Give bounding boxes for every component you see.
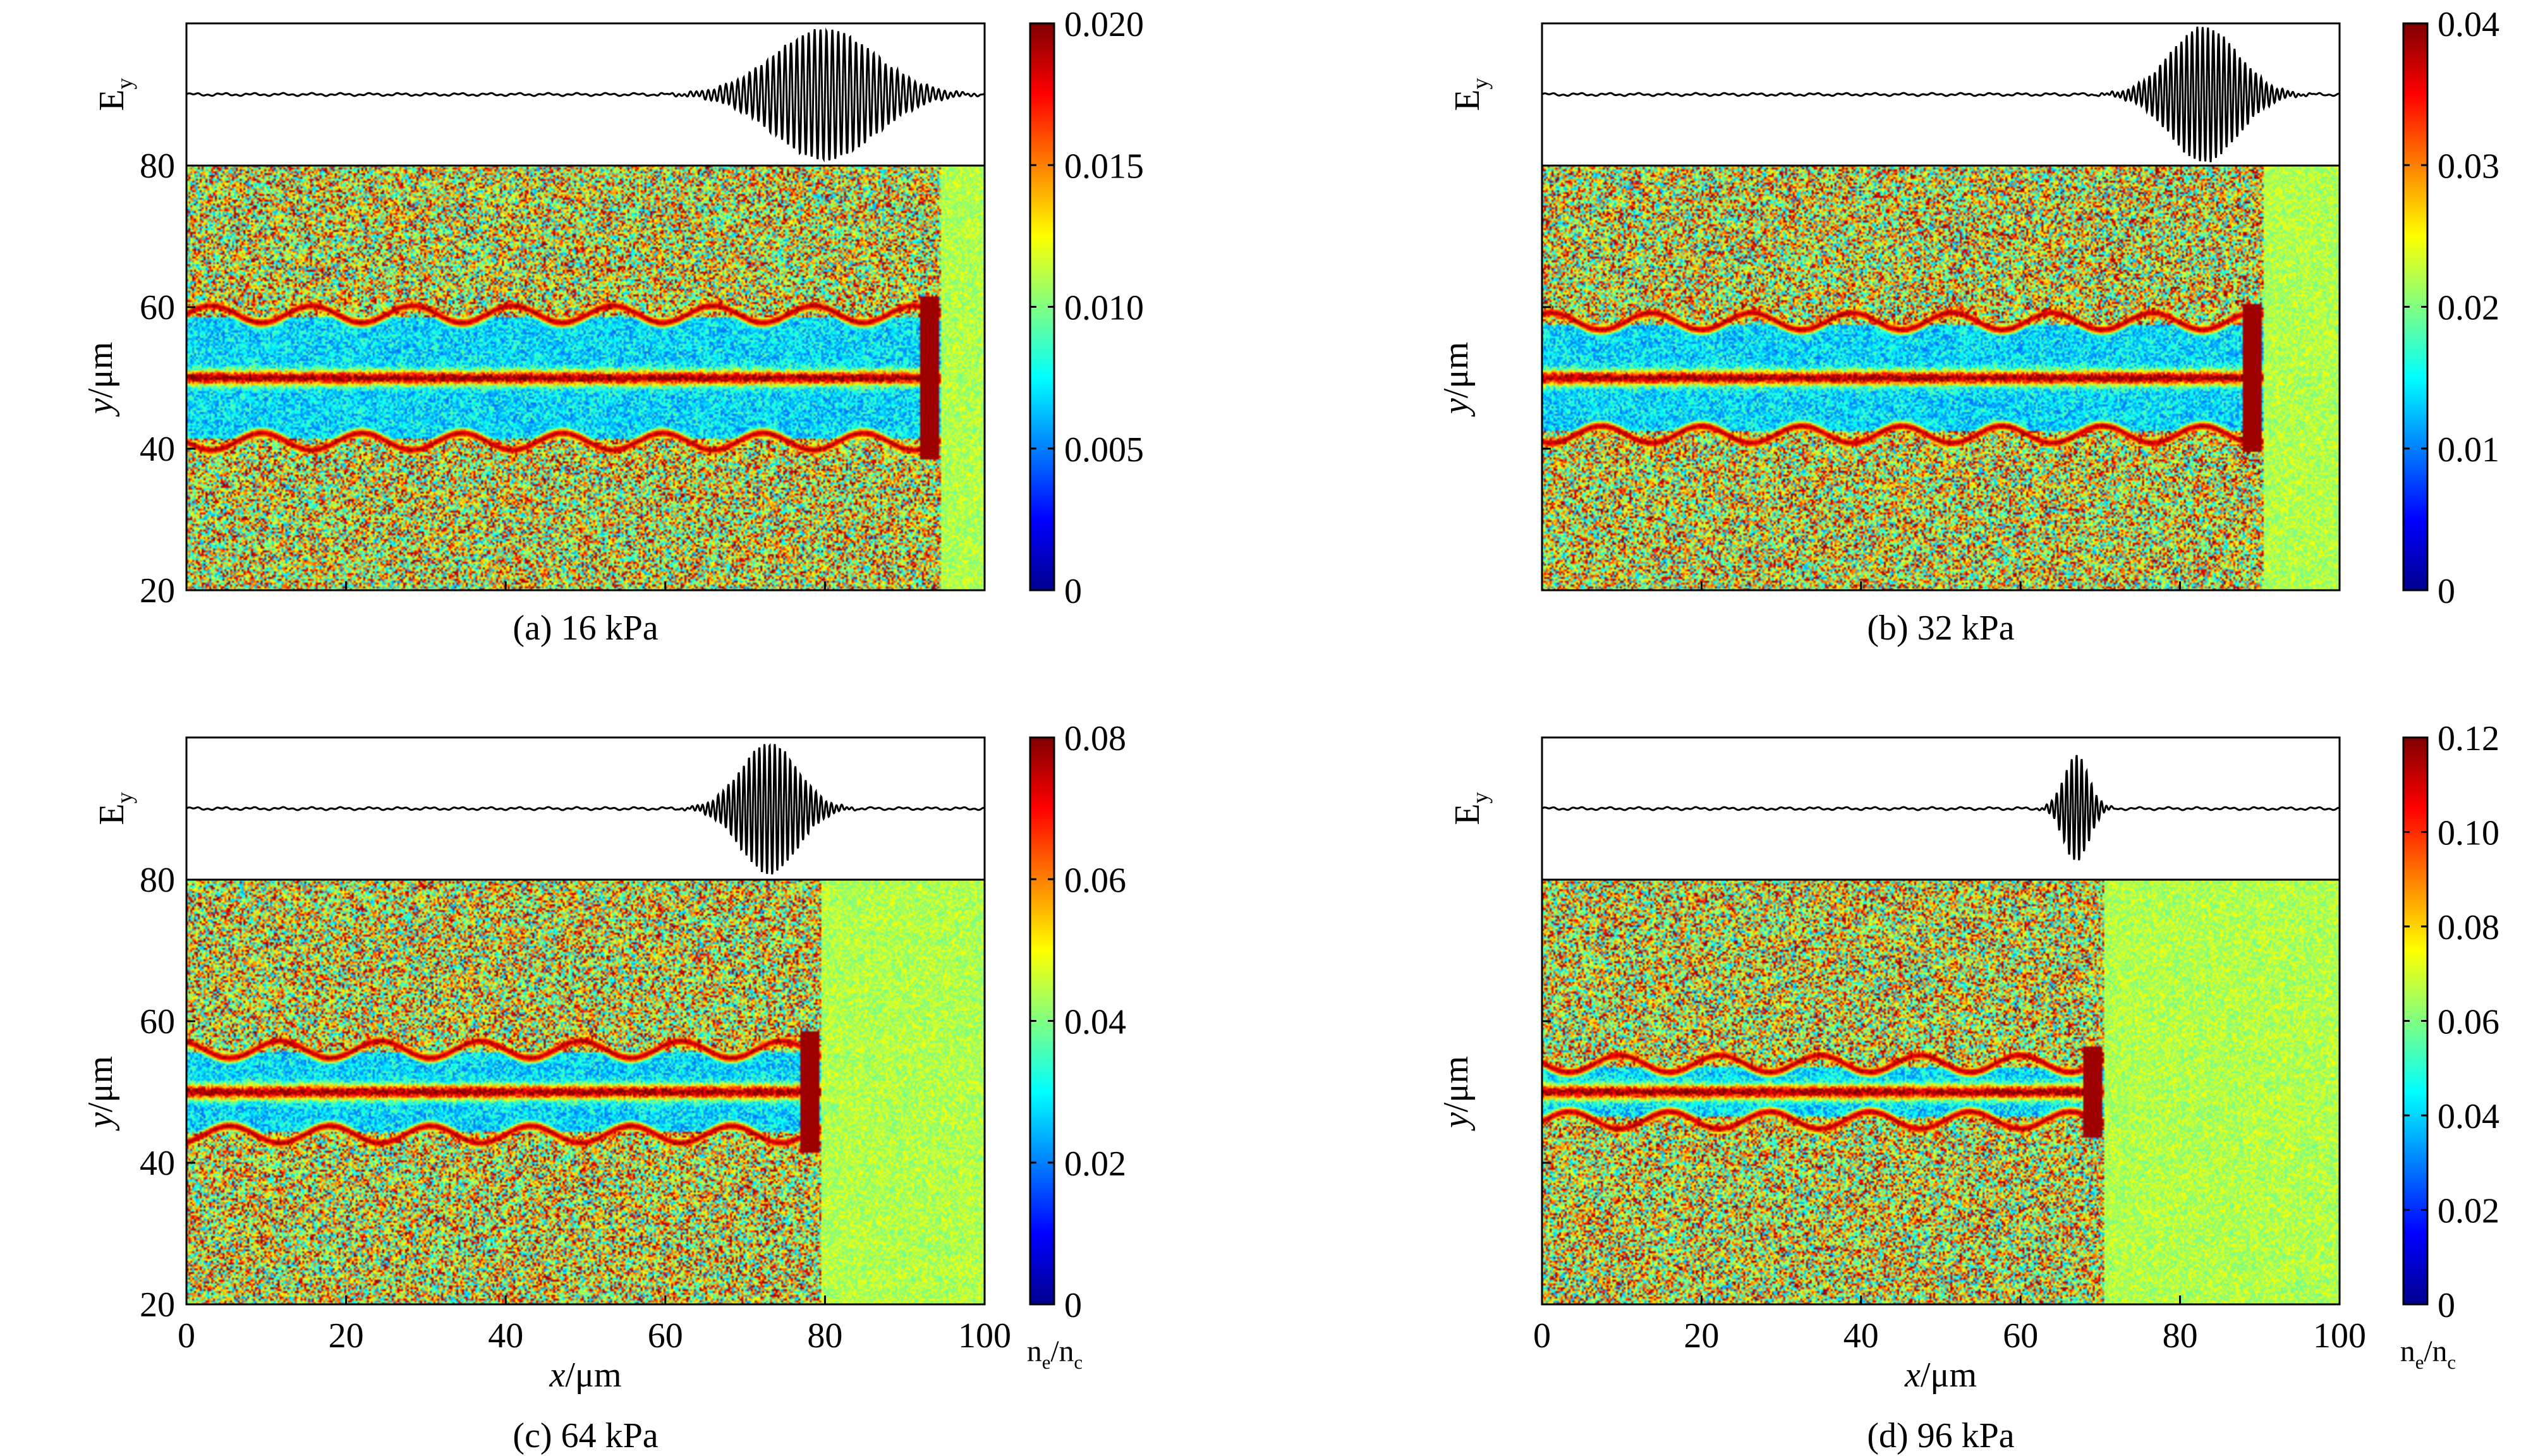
colorbar-tick-label: 0.08 [1064,719,1126,758]
colorbar-tick-label: 0 [1064,572,1082,611]
panel-a: Ey 20 40 60 80 y/μm (a) 16 kPa 0 0.005 0.010 0.015… [81,5,1144,648]
panel-d: Ey y/μm 0 20 40 60 80 100 x/μm (d) 96 kPa 0 0.02 0.0… [1436,719,2499,1455]
panel-caption: (a) 16 kPa [513,609,658,648]
panel-b: Ey y/μm (b) 32 kPa 0 0.01 0.02 0.03 0.04 [1436,5,2499,648]
x-axis-label: x/μm [549,1356,622,1395]
y-tick-label: 40 [140,1144,175,1183]
heatmap-frame [1541,164,2341,592]
x-tick-label: 60 [648,1316,683,1356]
colorbar-tick-label: 0.08 [2438,908,2499,947]
y-tick-label: 80 [140,861,175,900]
ey-axis-label: Ey [92,791,137,825]
colorbar-tick-label: 0.02 [2438,1192,2499,1231]
heatmap-frame [1541,878,2341,1306]
x-tick-label: 80 [807,1316,842,1356]
colorbar-tick-label: 0 [1064,1286,1082,1325]
x-tick-label: 60 [2003,1316,2038,1356]
y-tick-label: 60 [140,288,175,327]
x-tick-label: 100 [958,1316,1011,1356]
y-tick-label: 20 [140,571,175,610]
x-axis-label: x/μm [1904,1356,1977,1395]
density-heatmap [1542,166,2340,590]
panel-caption: (b) 32 kPa [1867,609,2014,648]
colorbar-tick-label: 0.12 [2438,719,2499,758]
colorbar-tick-label: 0.01 [2438,430,2499,470]
ey-trace-line [1541,27,2340,162]
ey-axis-label: Ey [1448,77,1493,111]
x-tick-label: 20 [329,1316,364,1356]
colorbar-tick-label: 0.10 [2438,814,2499,853]
density-heatmap [1542,880,2340,1304]
x-tick-label: 20 [1684,1316,1719,1356]
y-axis-label: y/μm [1436,342,1476,417]
y-axis-label: y/μm [81,1056,120,1131]
density-heatmap [186,880,985,1304]
colorbar-tick-label: 0.03 [2438,147,2499,186]
ey-trace-line [1541,755,2340,861]
x-tick-label: 0 [178,1316,195,1356]
x-tick-label: 0 [1533,1316,1551,1356]
x-tick-label: 80 [2163,1316,2198,1356]
colorbar-tick-label: 0.04 [2438,1097,2499,1136]
colorbar-tick-label: 0.010 [1064,289,1144,328]
colorbar-tick-label: 0 [2438,1286,2455,1325]
ey-axis-label: Ey [1448,791,1493,825]
x-tick-label: 40 [488,1316,523,1356]
colorbar-tick-label: 0.015 [1064,147,1144,186]
colorbar-tick-label: 0.02 [1064,1144,1126,1184]
x-tick-label: 40 [1843,1316,1879,1356]
y-axis-label: y/μm [1436,1056,1476,1131]
y-tick-label: 40 [140,430,175,469]
y-tick-label: 80 [140,147,175,186]
ey-trace-line [186,743,985,875]
colorbar-tick-label: 0.005 [1064,430,1144,470]
density-heatmap [186,166,985,590]
colorbar-tick-label: 0.04 [2438,5,2499,44]
colorbar-label: ne/nc [2400,1335,2456,1373]
panel-caption: (c) 64 kPa [513,1416,658,1455]
ey-trace-line [186,27,985,162]
x-tick-label: 100 [2313,1316,2366,1356]
heatmap-frame [185,878,986,1306]
ey-axis-label: Ey [92,77,137,111]
colorbar-tick-label: 0.02 [2438,289,2499,328]
colorbar-tick-label: 0.06 [1064,861,1126,900]
heatmap-frame [185,164,986,592]
y-tick-label: 20 [140,1285,175,1325]
colorbar-label: ne/nc [1027,1335,1083,1373]
colorbar-tick-label: 0.06 [2438,1003,2499,1042]
colorbar-tick-label: 0.020 [1064,5,1144,44]
y-tick-label: 60 [140,1002,175,1041]
colorbar-tick-label: 0 [2438,572,2455,611]
colorbar-tick-label: 0.04 [1064,1003,1126,1042]
panel-caption: (d) 96 kPa [1867,1416,2014,1455]
y-axis-label: y/μm [81,342,120,417]
